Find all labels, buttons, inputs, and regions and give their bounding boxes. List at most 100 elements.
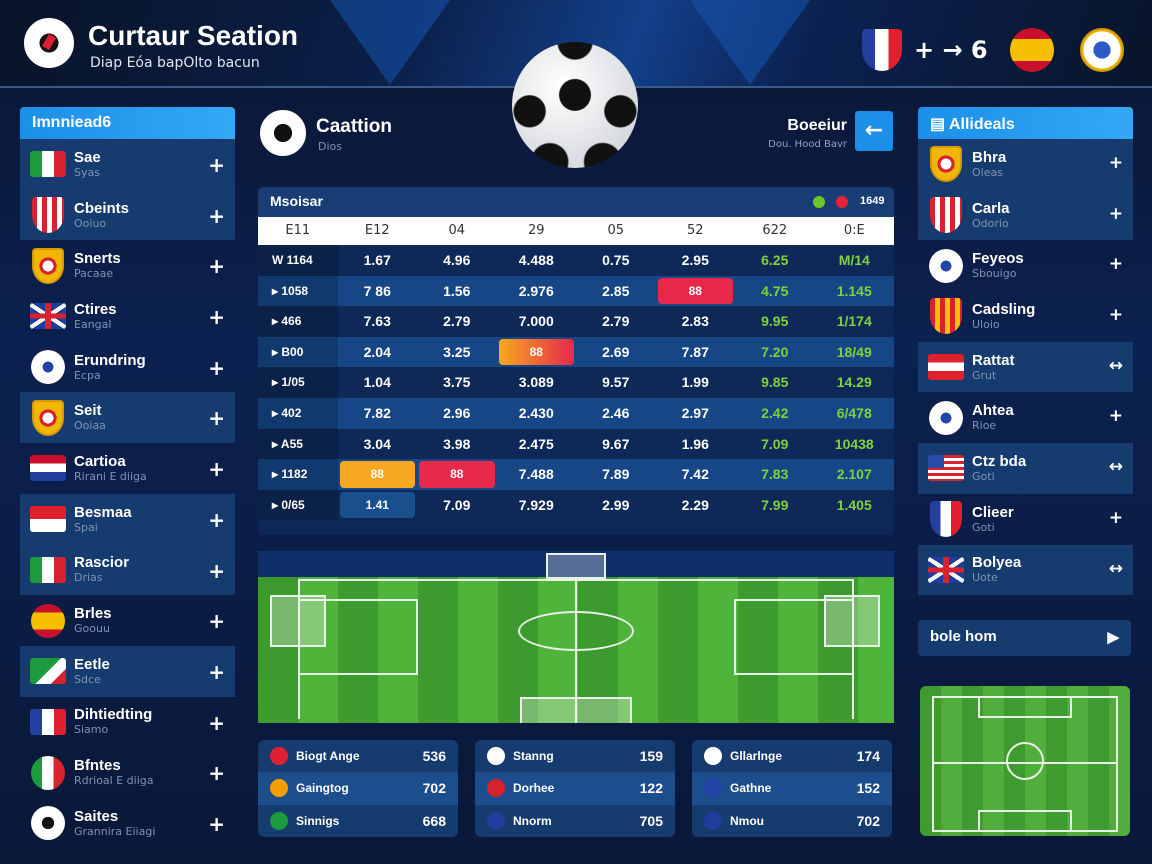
odds-cell[interactable]: 7.42 [681, 466, 709, 483]
odds-cell[interactable]: 2.99 [602, 496, 630, 513]
odds-cell[interactable]: 3.04 [363, 435, 391, 452]
row-id-cell[interactable]: ▸ 402 [258, 397, 338, 429]
odds-cell[interactable]: 9.95 [761, 313, 789, 330]
table-row[interactable]: ▸ B00 2.04 3.25 88 2.69 7.87 7.20 18/49 [258, 336, 894, 368]
odds-cell[interactable]: 3.98 [443, 435, 471, 452]
add-icon[interactable]: + [208, 558, 225, 583]
stat-row[interactable]: Nnorm 705 [475, 805, 675, 837]
stat-row[interactable]: Nmou 702 [692, 805, 892, 837]
team-list-item[interactable]: Carla Odorio + [918, 189, 1133, 241]
odds-cell[interactable]: 4.75 [761, 282, 789, 299]
odds-cell[interactable]: 9.57 [602, 374, 630, 391]
team-list-item[interactable]: Besmaa Spai + [20, 493, 235, 545]
odds-cell[interactable]: 2.79 [443, 313, 471, 330]
odds-cell[interactable]: 1.67 [363, 252, 391, 268]
stat-row[interactable]: Dorhee 122 [475, 772, 675, 805]
odds-cell[interactable]: 2.976 [518, 282, 554, 299]
team-list-item[interactable]: Ahtea Rioe + [918, 392, 1133, 443]
add-icon[interactable]: + [208, 153, 225, 177]
team-list-item[interactable]: Cadsling Uloio + [918, 291, 1133, 342]
column-header[interactable]: 52 [686, 223, 704, 238]
stat-row[interactable]: Gaingtog 702 [258, 772, 458, 805]
team-list-item[interactable]: Ctz bda Goti ↔ [918, 443, 1133, 494]
table-row[interactable]: ▸ 466 7.63 2.79 7.000 2.79 2.83 9.95 1/174 [258, 306, 894, 337]
back-button[interactable]: ← [855, 111, 893, 151]
odds-cell[interactable]: 2.96 [443, 404, 471, 421]
odds-cell[interactable]: 2.69 [602, 343, 630, 360]
odds-cell[interactable]: 2.42 [761, 404, 789, 421]
odds-cell[interactable]: 7 86 [363, 282, 391, 299]
odds-cell[interactable]: 7.87 [681, 343, 709, 360]
odds-cell[interactable]: 7.89 [602, 466, 630, 483]
odds-cell[interactable]: 14.29 [836, 374, 872, 391]
row-id-cell[interactable]: ▸ 466 [258, 306, 338, 337]
team-list-item[interactable]: Ctires Eangal + [20, 291, 235, 342]
row-id-cell[interactable]: ▸ 1/05 [258, 367, 338, 398]
team-list-item[interactable]: Feyeos Sbouigo + [918, 240, 1133, 291]
row-id-cell[interactable]: ▸ A55 [258, 428, 338, 460]
odds-cell[interactable]: 4.96 [443, 252, 471, 268]
odds-cell[interactable]: 2.83 [681, 313, 709, 330]
odds-badge[interactable]: 88 [419, 461, 495, 488]
team-list-item[interactable]: Eetle Sdce + [20, 645, 235, 697]
add-icon[interactable]: + [1108, 406, 1123, 427]
odds-cell[interactable]: 9.67 [602, 435, 630, 452]
add-icon[interactable]: + [1108, 305, 1123, 326]
team-list-item[interactable]: Bfntes Rdrioal E diiga + [20, 747, 235, 798]
odds-cell[interactable]: 6/478 [836, 404, 872, 421]
column-header[interactable]: 29 [527, 223, 545, 238]
column-header[interactable]: 05 [607, 223, 625, 238]
odds-cell[interactable]: 7.20 [761, 343, 789, 360]
view-more-button[interactable]: bole hom ▶ [918, 620, 1131, 656]
odds-cell[interactable]: 2.97 [681, 404, 709, 421]
add-icon[interactable]: + [208, 761, 225, 786]
team-list-item[interactable]: Erundring Ecpa + [20, 342, 235, 393]
add-icon[interactable]: + [208, 203, 225, 228]
odds-cell[interactable]: 1.405 [836, 496, 872, 513]
row-id-cell[interactable]: ▸ 1182 [258, 459, 338, 490]
stat-row[interactable]: Biogt Ange 536 [258, 740, 458, 772]
odds-cell[interactable]: 7.488 [518, 466, 554, 483]
odds-cell[interactable]: 7.09 [443, 496, 471, 513]
odds-cell[interactable]: 2.04 [363, 343, 391, 360]
team-list-item[interactable]: Dihtiedting Siamo + [20, 697, 235, 748]
odds-cell[interactable]: 2.46 [602, 404, 630, 421]
odds-cell[interactable]: 2.95 [681, 252, 709, 268]
team-list-item[interactable]: Rascior Drias + [20, 544, 235, 596]
odds-cell[interactable]: 9.85 [761, 374, 789, 391]
stat-row[interactable]: Gllarlnge 174 [692, 740, 892, 772]
row-id-cell[interactable]: W 1164 [258, 245, 338, 276]
team-list-item[interactable]: Bhra Oleas + [918, 139, 1133, 190]
odds-badge[interactable]: 88 [339, 461, 415, 488]
odds-cell[interactable]: 7.99 [761, 496, 789, 513]
column-header[interactable]: 0:E [843, 223, 865, 238]
add-icon[interactable]: + [208, 507, 225, 532]
table-row[interactable]: ▸ A55 3.04 3.98 2.475 9.67 1.96 7.09 10438 [258, 428, 894, 460]
odds-cell[interactable]: 88 [656, 276, 736, 307]
odds-cell[interactable]: M/14 [838, 252, 870, 268]
column-header[interactable]: 622 [762, 223, 788, 238]
odds-cell[interactable]: 7.000 [518, 313, 554, 330]
odds-cell[interactable]: 7.83 [761, 466, 789, 483]
odds-cell[interactable]: 3.089 [518, 374, 554, 391]
odds-cell[interactable]: 88 [338, 459, 418, 490]
odds-cell[interactable]: 2.29 [681, 496, 709, 513]
add-icon[interactable]: + [208, 254, 225, 279]
add-icon[interactable]: + [208, 609, 225, 634]
column-header[interactable]: 04 [448, 223, 466, 238]
odds-cell[interactable]: 6.25 [761, 252, 789, 268]
team-list-item[interactable]: Sae Syas + [20, 139, 235, 190]
odds-cell[interactable]: 88 [497, 337, 577, 368]
team-list-item[interactable]: Rattat Grut ↔ [918, 341, 1133, 393]
odds-cell[interactable]: 7.82 [363, 404, 391, 421]
swap-icon[interactable]: ↔ [1108, 457, 1123, 478]
row-id-cell[interactable]: ▸ B00 [258, 336, 338, 368]
odds-cell[interactable]: 2.85 [602, 282, 630, 299]
team-list-item[interactable]: Bolyea Uote ↔ [918, 544, 1133, 596]
stat-row[interactable]: Gathne 152 [692, 772, 892, 805]
add-icon[interactable]: + [208, 659, 225, 684]
odds-cell[interactable]: 1.99 [681, 374, 709, 391]
add-icon[interactable]: + [208, 305, 225, 330]
team-list-item[interactable]: Cartioa Rirani E diiga + [20, 443, 235, 494]
add-icon[interactable]: + [208, 457, 225, 482]
